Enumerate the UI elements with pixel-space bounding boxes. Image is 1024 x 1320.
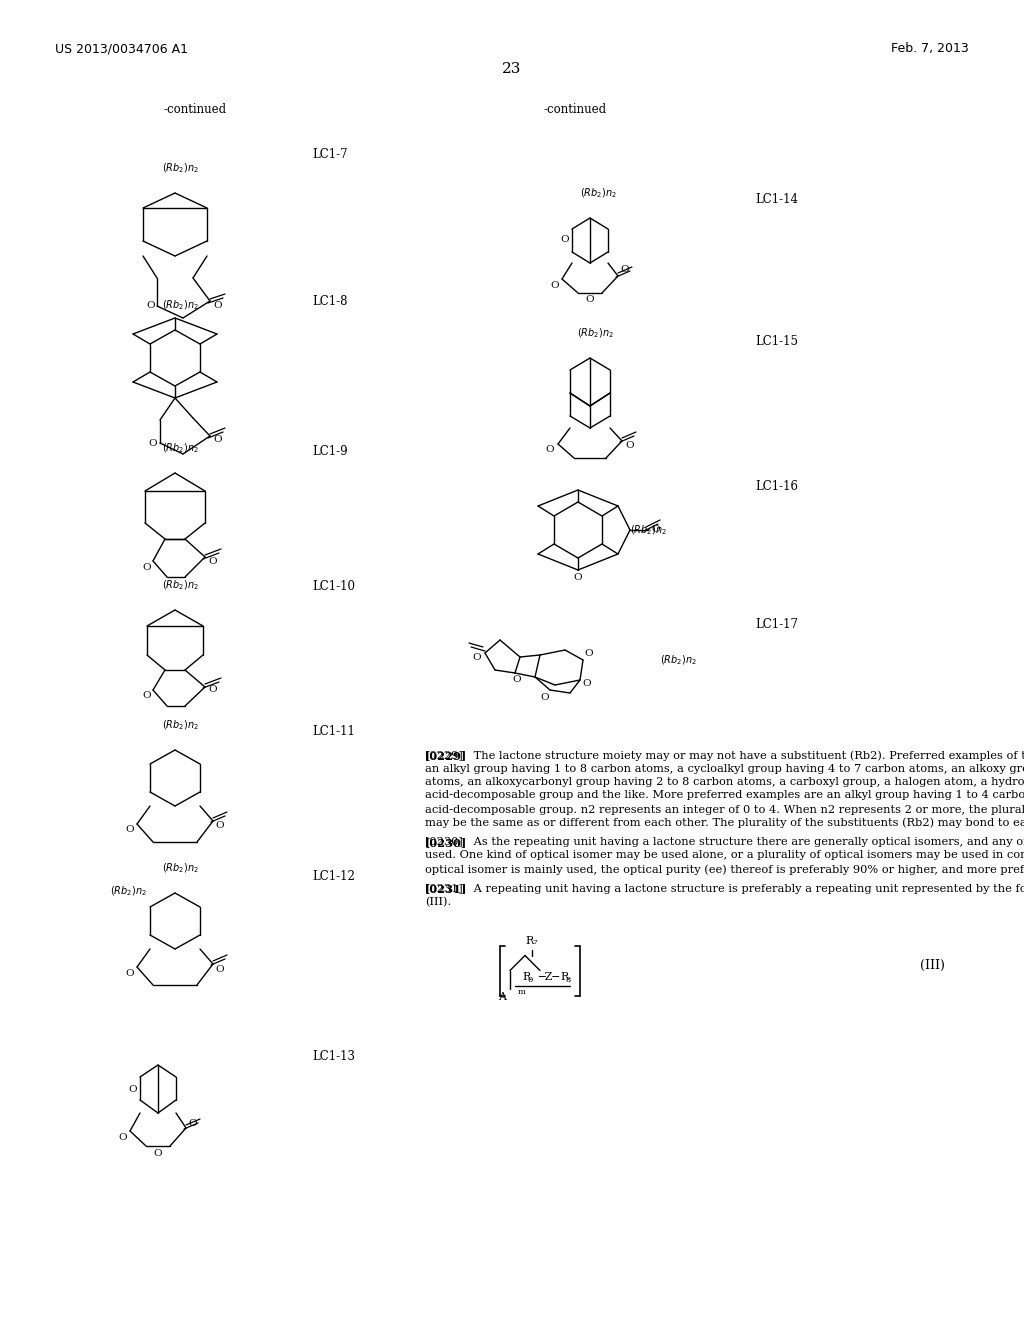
Text: O: O: [209, 685, 217, 694]
Text: LC1-15: LC1-15: [755, 335, 798, 348]
Text: $(Rb_2)n_2$: $(Rb_2)n_2$: [577, 326, 613, 341]
Text: LC1-16: LC1-16: [755, 480, 798, 492]
Text: [0229]: [0229]: [425, 750, 467, 762]
Text: O: O: [129, 1085, 137, 1093]
Text: 0: 0: [528, 977, 534, 985]
Text: $(Rb_2)n_2$: $(Rb_2)n_2$: [162, 161, 199, 176]
Text: used. One kind of optical isomer may be used alone, or a plurality of optical is: used. One kind of optical isomer may be …: [425, 850, 1024, 861]
Text: LC1-8: LC1-8: [312, 294, 347, 308]
Text: O: O: [573, 573, 583, 582]
Text: [0229]   The lactone structure moiety may or may not have a substituent (Rb2). P: [0229] The lactone structure moiety may …: [425, 750, 1024, 760]
Text: an alkyl group having 1 to 8 carbon atoms, a cycloalkyl group having 4 to 7 carb: an alkyl group having 1 to 8 carbon atom…: [425, 763, 1024, 774]
Text: [0230]   As the repeating unit having a lactone structure there are generally op: [0230] As the repeating unit having a la…: [425, 837, 1024, 847]
Text: (III).: (III).: [425, 898, 452, 907]
Text: optical isomer is mainly used, the optical purity (ee) thereof is preferably 90%: optical isomer is mainly used, the optic…: [425, 865, 1024, 875]
Text: US 2013/0034706 A1: US 2013/0034706 A1: [55, 42, 188, 55]
Text: O: O: [154, 1148, 163, 1158]
Text: [0231]: [0231]: [425, 883, 467, 895]
Text: $(Rb_2)n_2$: $(Rb_2)n_2$: [162, 298, 199, 312]
Text: LC1-9: LC1-9: [312, 445, 347, 458]
Text: LC1-17: LC1-17: [755, 618, 798, 631]
Text: O: O: [214, 436, 222, 445]
Text: 23: 23: [503, 62, 521, 77]
Text: LC1-11: LC1-11: [312, 725, 355, 738]
Text: O: O: [513, 675, 521, 684]
Text: atoms, an alkoxycarbonyl group having 2 to 8 carbon atoms, a carboxyl group, a h: atoms, an alkoxycarbonyl group having 2 …: [425, 777, 1024, 787]
Text: may be the same as or different from each other. The plurality of the substituen: may be the same as or different from eac…: [425, 817, 1024, 828]
Text: LC1-7: LC1-7: [312, 148, 347, 161]
Text: ─Z─: ─Z─: [538, 973, 559, 982]
Text: LC1-10: LC1-10: [312, 579, 355, 593]
Text: O: O: [214, 301, 222, 310]
Text: O: O: [142, 692, 152, 701]
Text: m: m: [518, 989, 526, 997]
Text: $(Rb_2)n_2$: $(Rb_2)n_2$: [162, 862, 199, 875]
Text: LC1-14: LC1-14: [755, 193, 798, 206]
Text: -continued: -continued: [544, 103, 606, 116]
Text: acid-decomposable group. n2 represents an integer of 0 to 4. When n2 represents : acid-decomposable group. n2 represents a…: [425, 804, 1024, 814]
Text: A: A: [498, 991, 506, 1002]
Text: [0231]   A repeating unit having a lactone structure is preferably a repeating u: [0231] A repeating unit having a lactone…: [425, 883, 1024, 894]
Text: R₇: R₇: [525, 936, 539, 945]
Text: $(Rb_2)n_2$: $(Rb_2)n_2$: [162, 441, 199, 455]
Text: O: O: [126, 969, 134, 978]
Text: O: O: [188, 1118, 198, 1127]
Text: $(Rb_2)n_2$: $(Rb_2)n_2$: [110, 884, 147, 898]
Text: O: O: [583, 678, 591, 688]
Text: $(Rb_2)n_2$: $(Rb_2)n_2$: [162, 578, 199, 591]
Text: $(Rb_2)n_2$: $(Rb_2)n_2$: [630, 523, 667, 537]
Text: O: O: [541, 693, 549, 702]
Text: (III): (III): [920, 960, 945, 972]
Text: O: O: [119, 1133, 127, 1142]
Text: -continued: -continued: [164, 103, 226, 116]
Text: O: O: [216, 821, 224, 830]
Text: Feb. 7, 2013: Feb. 7, 2013: [891, 42, 969, 55]
Text: O: O: [146, 301, 156, 310]
Text: O: O: [621, 265, 630, 275]
Text: 8: 8: [566, 977, 571, 985]
Text: O: O: [142, 562, 152, 572]
Text: $(Rb_2)n_2$: $(Rb_2)n_2$: [660, 653, 697, 667]
Text: O: O: [126, 825, 134, 834]
Text: $(Rb_2)n_2$: $(Rb_2)n_2$: [580, 186, 616, 201]
Text: R: R: [560, 973, 568, 982]
Text: O: O: [585, 648, 593, 657]
Text: O: O: [626, 441, 634, 450]
Text: O: O: [546, 446, 554, 454]
Text: LC1-12: LC1-12: [312, 870, 355, 883]
Text: R: R: [522, 973, 530, 982]
Text: O: O: [209, 557, 217, 565]
Text: O: O: [561, 235, 569, 244]
Text: acid-decomposable group and the like. More preferred examples are an alkyl group: acid-decomposable group and the like. Mo…: [425, 791, 1024, 800]
Text: O: O: [473, 652, 481, 661]
Text: O: O: [586, 296, 594, 305]
Text: $(Rb_2)n_2$: $(Rb_2)n_2$: [162, 718, 199, 733]
Text: O: O: [551, 281, 559, 289]
Text: O: O: [216, 965, 224, 974]
Text: [0230]: [0230]: [425, 837, 467, 847]
Text: O: O: [148, 438, 158, 447]
Text: O: O: [651, 525, 660, 535]
Text: LC1-13: LC1-13: [312, 1049, 355, 1063]
